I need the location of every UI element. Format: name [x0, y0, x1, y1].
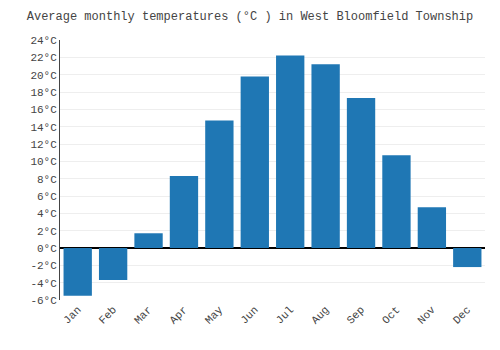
svg-text:Sep: Sep [345, 304, 367, 326]
svg-text:14°C: 14°C [30, 122, 57, 134]
svg-text:0°C: 0°C [37, 243, 57, 255]
svg-text:16°C: 16°C [30, 104, 57, 116]
svg-text:20°C: 20°C [30, 70, 57, 82]
svg-text:Jun: Jun [238, 304, 260, 326]
svg-text:12°C: 12°C [30, 139, 57, 151]
svg-text:Average monthly temperatures (: Average monthly temperatures (°C ) in We… [27, 10, 473, 24]
svg-text:-4°C: -4°C [30, 278, 57, 290]
svg-text:8°C: 8°C [37, 174, 57, 186]
svg-text:Jan: Jan [61, 304, 83, 326]
svg-text:22°C: 22°C [30, 52, 57, 64]
svg-text:Mar: Mar [132, 304, 154, 326]
svg-text:Aug: Aug [309, 304, 331, 326]
svg-text:Nov: Nov [415, 304, 438, 327]
svg-text:2°C: 2°C [37, 226, 57, 238]
svg-text:6°C: 6°C [37, 191, 57, 203]
svg-text:May: May [203, 304, 226, 327]
svg-text:Dec: Dec [451, 304, 473, 326]
svg-text:Feb: Feb [97, 304, 119, 326]
svg-text:Apr: Apr [167, 304, 189, 326]
svg-text:10°C: 10°C [30, 156, 57, 168]
svg-text:Jul: Jul [274, 304, 296, 326]
svg-text:4°C: 4°C [37, 208, 57, 220]
svg-text:24°C: 24°C [30, 35, 57, 47]
svg-text:-2°C: -2°C [30, 260, 57, 272]
svg-text:18°C: 18°C [30, 87, 57, 99]
svg-text:Oct: Oct [380, 304, 402, 326]
svg-text:-6°C: -6°C [30, 295, 57, 307]
